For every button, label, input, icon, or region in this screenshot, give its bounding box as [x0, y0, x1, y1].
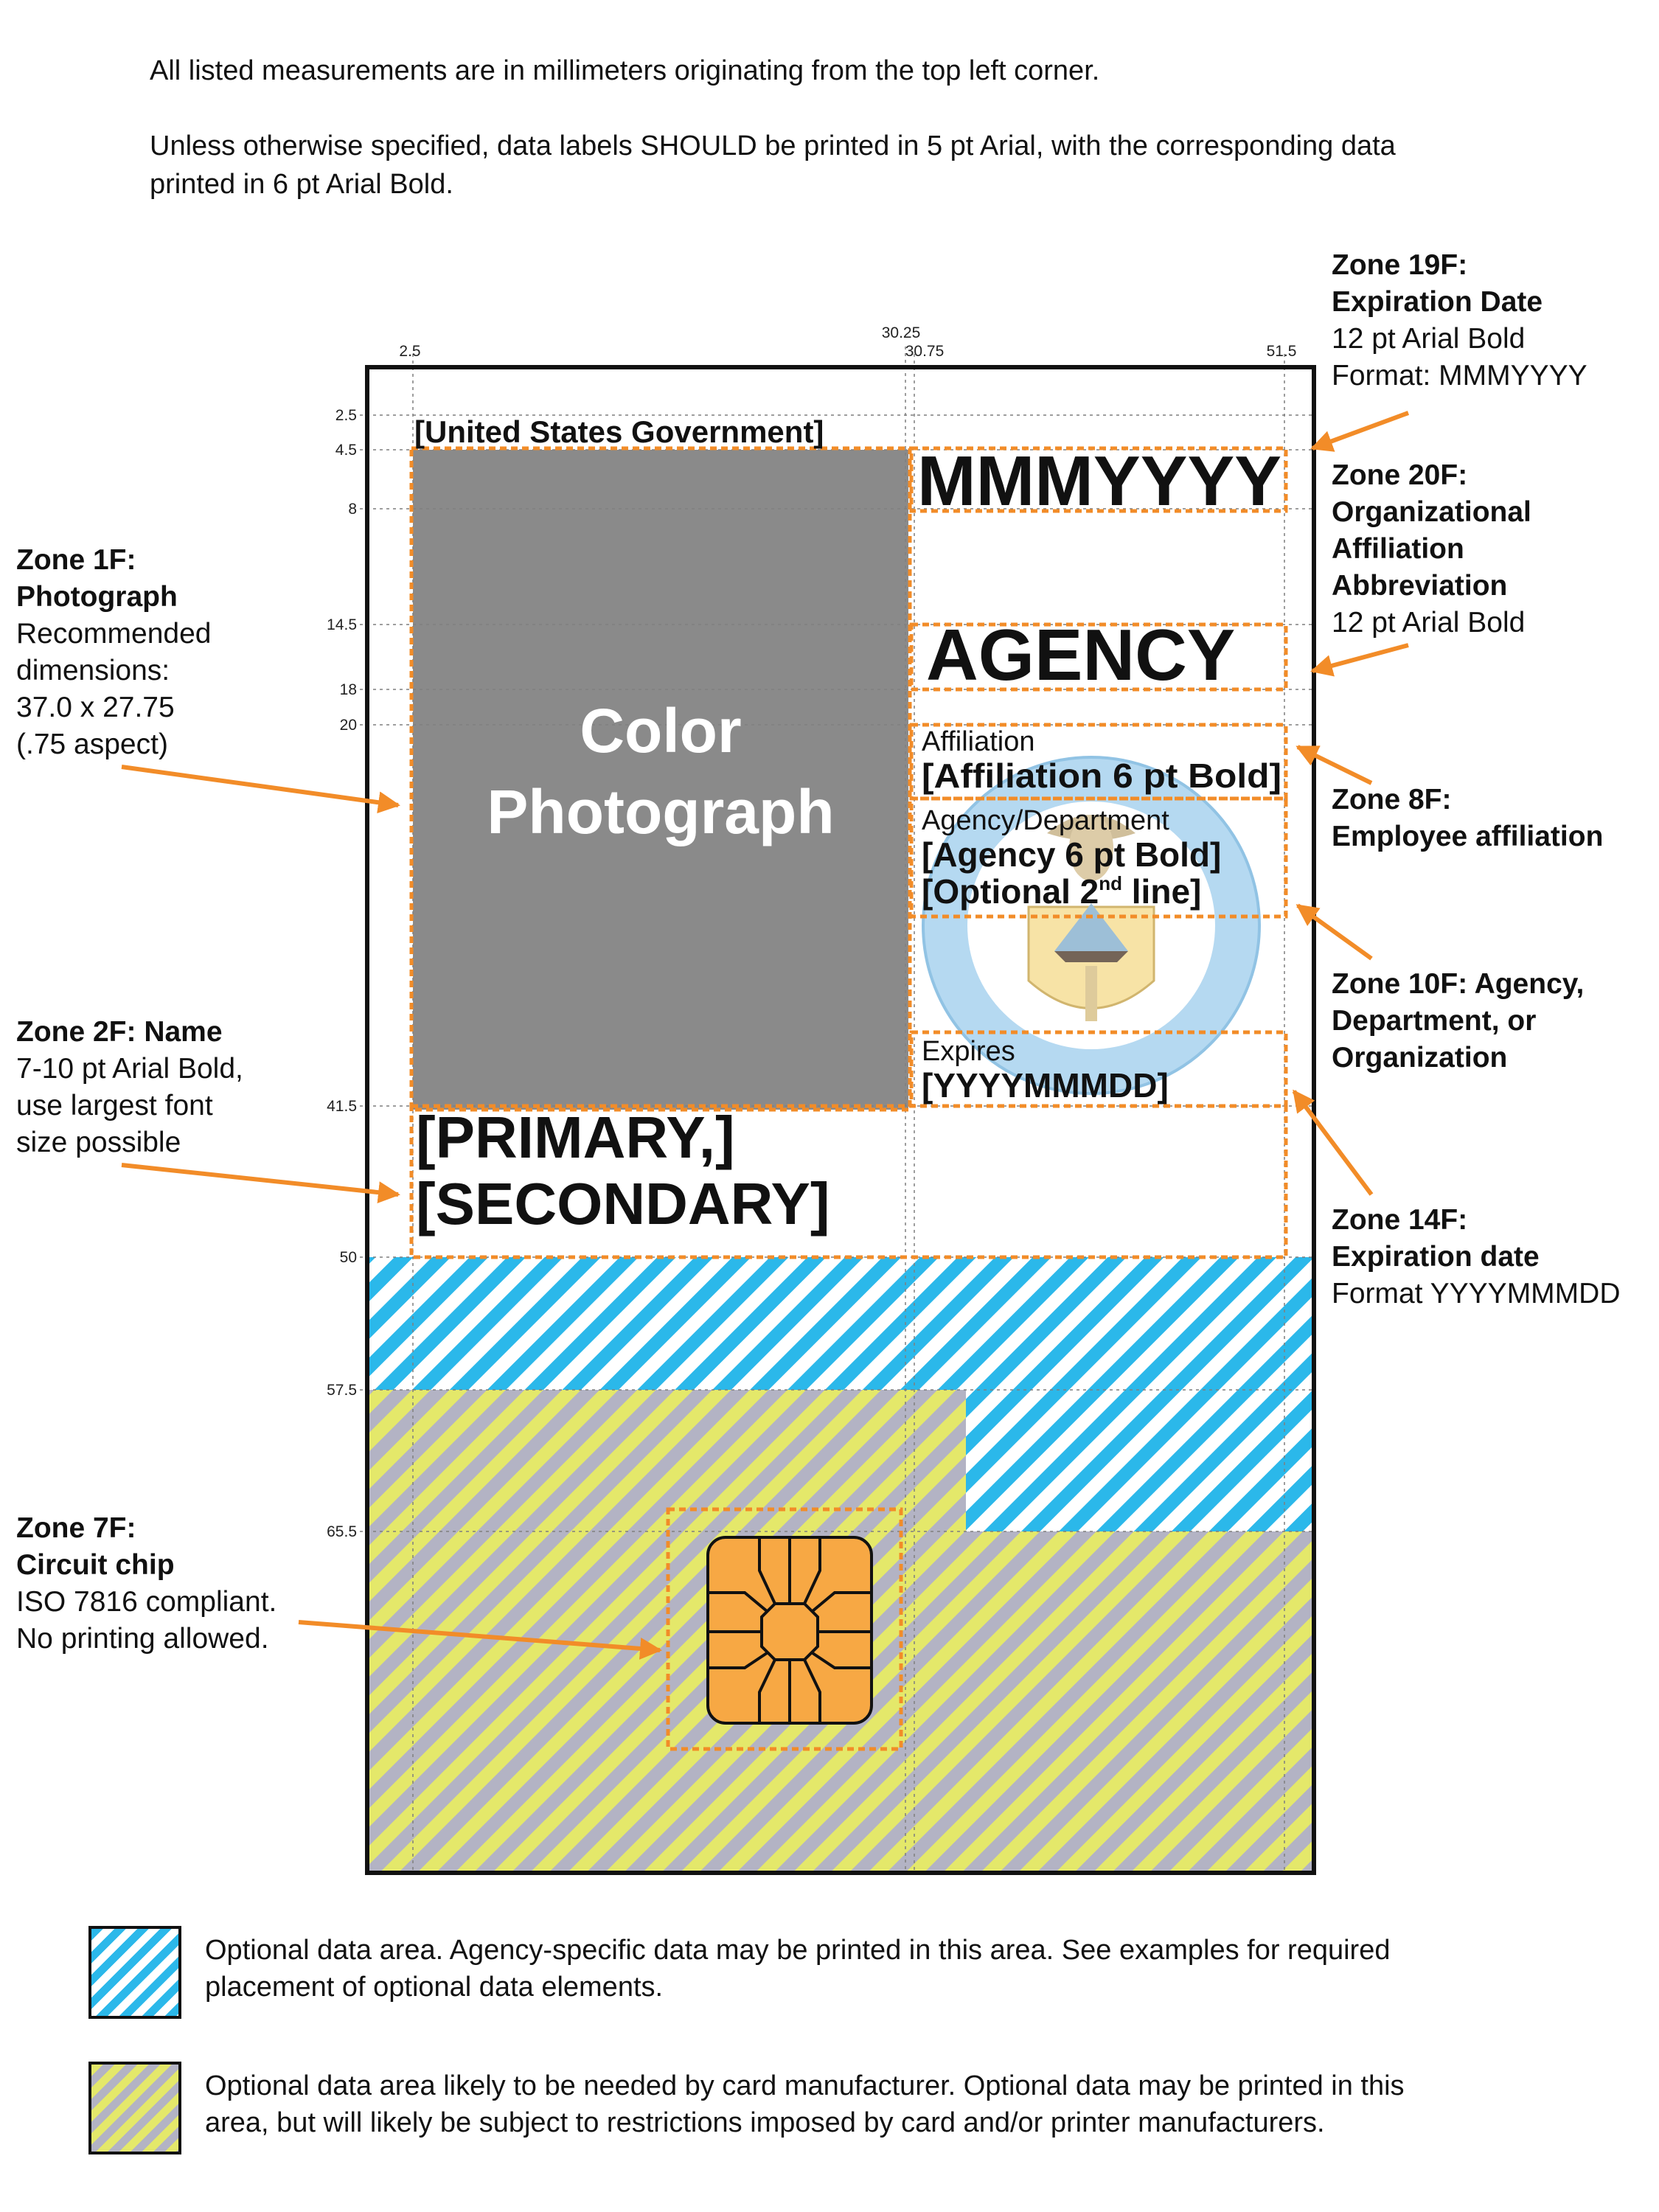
arrow-zone-14f [1292, 1089, 1374, 1196]
arrow-zone-10f [1295, 903, 1373, 961]
top-tick: 51.5 [1267, 343, 1297, 360]
zone-20f-label: Zone 20F: Organizational Affiliation Abb… [1332, 459, 1531, 639]
legend-text-yellow: Optional data area likely to be needed b… [205, 2070, 1405, 2138]
left-tick: 2.5 [335, 407, 357, 424]
expires-value: [YYYYMMMDD] [922, 1066, 1169, 1105]
left-tick: 57.5 [327, 1382, 357, 1399]
expiration-date-text: MMMYYYY [917, 442, 1281, 521]
annotation-arrows [121, 411, 1410, 1660]
zone-7f-box [666, 1507, 903, 1751]
top-tick-labels: 2.5 30.25 30.75 51.5 [399, 324, 1296, 360]
left-tick-labels: 2.5 4.5 8 14.5 18 20 41.5 50 57.5 65.5 [327, 407, 357, 1540]
zone-10f-box [909, 796, 1288, 919]
top-tick: 30.25 [882, 324, 921, 341]
zone-boxes [409, 446, 1288, 1751]
arrow-zone-7f [298, 1620, 662, 1660]
zone-8f-box [909, 723, 1288, 801]
left-tick: 8 [348, 501, 357, 518]
agency-line-2: [Optional 2nd line] [922, 872, 1201, 911]
card-header-text: [United States Government] [414, 414, 824, 449]
legend-text-blue: Optional data area. Agency-specific data… [205, 1935, 1391, 2003]
zone-7f-label: Zone 7F: Circuit chip ISO 7816 compliant… [16, 1512, 277, 1655]
arrow-zone-19f [1310, 411, 1410, 452]
zone-14f-label: Zone 14F: Expiration date Format YYYYMMM… [1332, 1204, 1621, 1310]
top-tick: 30.75 [905, 343, 945, 360]
arrow-zone-8f [1295, 745, 1373, 785]
affiliation-value: [Affiliation 6 pt Bold] [922, 757, 1281, 795]
agency-seal-image [922, 756, 1261, 1095]
zone-19f-box [909, 446, 1288, 513]
zone-19f-label: Zone 19F: Expiration Date 12 pt Arial Bo… [1332, 249, 1587, 392]
left-tick: 20 [340, 717, 357, 734]
zone-10f-label: Zone 10F: Agency, Department, or Organiz… [1332, 968, 1585, 1074]
intro-line-1: All listed measurements are in millimete… [150, 55, 1100, 86]
left-tick: 50 [340, 1249, 357, 1266]
optional-blue-area [367, 1257, 1314, 1390]
circuit-chip-icon [706, 1536, 873, 1725]
left-tick: 14.5 [327, 616, 357, 633]
zone-2f-box [409, 1104, 1288, 1259]
name-secondary: [SECONDARY] [416, 1171, 830, 1237]
expires-label: Expires [922, 1036, 1015, 1067]
zone-2f-label: Zone 2F: Name 7-10 pt Arial Bold, use la… [16, 1016, 243, 1158]
name-primary: [PRIMARY,] [416, 1105, 735, 1170]
arrow-zone-2f [121, 1163, 400, 1204]
zone-1f-box [409, 446, 912, 1112]
arrow-zone-1f [121, 765, 400, 814]
photograph-area [413, 450, 908, 1110]
zone-1f-label: Zone 1F: Photograph Recommended dimensio… [16, 544, 212, 760]
left-tick: 41.5 [327, 1098, 357, 1115]
legend-swatch-yellow [88, 2062, 181, 2154]
left-tick: 18 [340, 681, 357, 698]
intro-line-2: Unless otherwise specified, data labels … [150, 131, 1396, 161]
photo-label-line-1: Color [580, 696, 741, 765]
agency-abbreviation-text: AGENCY [926, 614, 1235, 695]
agency-line-1: [Agency 6 pt Bold] [922, 835, 1221, 874]
left-tick: 4.5 [335, 442, 357, 459]
zone-8f-label: Zone 8F: Employee affiliation [1332, 784, 1604, 852]
left-tick: 65.5 [327, 1523, 357, 1540]
photo-label-line-2: Photograph [487, 777, 834, 846]
top-tick: 2.5 [399, 343, 420, 360]
zone-20f-box [909, 622, 1288, 692]
optional-blue-area-right [966, 1390, 1314, 1531]
intro-line-3: printed in 6 pt Arial Bold. [150, 169, 453, 200]
agency-department-label: Agency/Department [922, 805, 1169, 836]
arrow-zone-20f [1310, 643, 1409, 677]
affiliation-label: Affiliation [922, 726, 1035, 757]
legend-swatch-blue [88, 1926, 181, 2019]
